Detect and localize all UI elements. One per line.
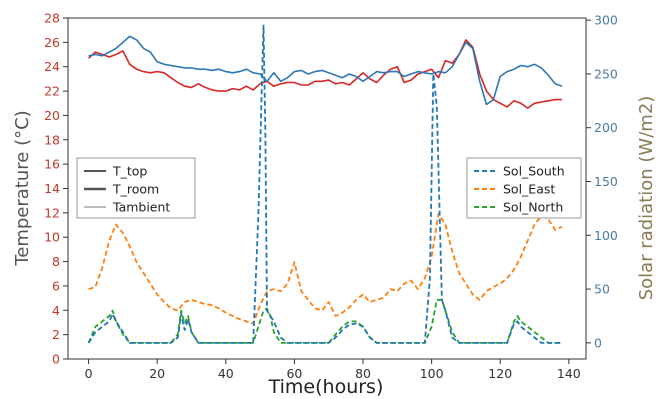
legend-left-label: Tambient	[112, 200, 170, 215]
y-left-tick-label: 16	[44, 157, 60, 172]
y-left-tick-label: 24	[44, 59, 60, 74]
series-line-t-room	[88, 39, 562, 109]
y-right-tick-label: 300	[594, 13, 618, 28]
legend-right-label: Sol_North	[503, 200, 563, 215]
y-left-tick-label: 26	[44, 35, 60, 50]
legend-right-label: Sol_East	[503, 182, 555, 197]
x-axis-label: Time(hours)	[268, 376, 384, 398]
legend-layer: T_top T_room Tambient Sol_South Sol_East Sol_…	[76, 157, 582, 219]
axes-layer: 0 20 40 60 80 100 120 1400246810121416182022242…	[44, 11, 618, 382]
y-left-tick-label: 14	[44, 181, 60, 196]
y-right-tick-label: 100	[594, 228, 618, 243]
y-right-tick-label: 150	[594, 174, 618, 189]
y-left-tick-label: 22	[44, 84, 60, 99]
x-tick-label: 0	[85, 366, 93, 381]
y-left-tick-label: 8	[52, 254, 60, 269]
x-tick-label: 40	[218, 366, 234, 381]
legend-right-label: Sol_South	[503, 164, 565, 179]
y-left-tick-label: 0	[52, 352, 60, 367]
y-left-tick-label: 12	[44, 205, 60, 220]
y-left-tick-label: 6	[52, 278, 60, 293]
legend-left-label: T_top	[112, 164, 147, 179]
series-layer	[87, 24, 563, 344]
x-tick-label: 120	[488, 366, 512, 381]
x-tick-label: 140	[557, 366, 581, 381]
y-left-tick-label: 20	[44, 108, 60, 123]
y-axis-right-label: Solar radiation (W/m2)	[636, 96, 657, 301]
y-right-tick-label: 50	[594, 282, 610, 297]
legend-left-label: T_room	[112, 182, 159, 197]
y-left-tick-label: 28	[44, 11, 60, 26]
y-right-tick-label: 250	[594, 66, 618, 81]
y-left-tick-label: 4	[52, 303, 60, 318]
y-left-tick-label: 18	[44, 132, 60, 147]
x-tick-label: 80	[355, 366, 371, 381]
series-line-t-top	[88, 35, 563, 106]
series-line-sol-north	[87, 298, 562, 344]
x-tick-label: 20	[149, 366, 165, 381]
y-axis-left-label: Temperature (°C)	[12, 110, 33, 266]
series-line-sol-south	[87, 24, 562, 344]
x-tick-label: 60	[286, 366, 302, 381]
series-line-sol-east	[88, 212, 563, 325]
y-right-tick-label: 0	[594, 335, 602, 350]
y-left-tick-label: 2	[52, 327, 60, 342]
x-tick-label: 100	[420, 366, 444, 381]
y-right-tick-label: 200	[594, 120, 618, 135]
y-left-tick-label: 10	[44, 230, 60, 245]
